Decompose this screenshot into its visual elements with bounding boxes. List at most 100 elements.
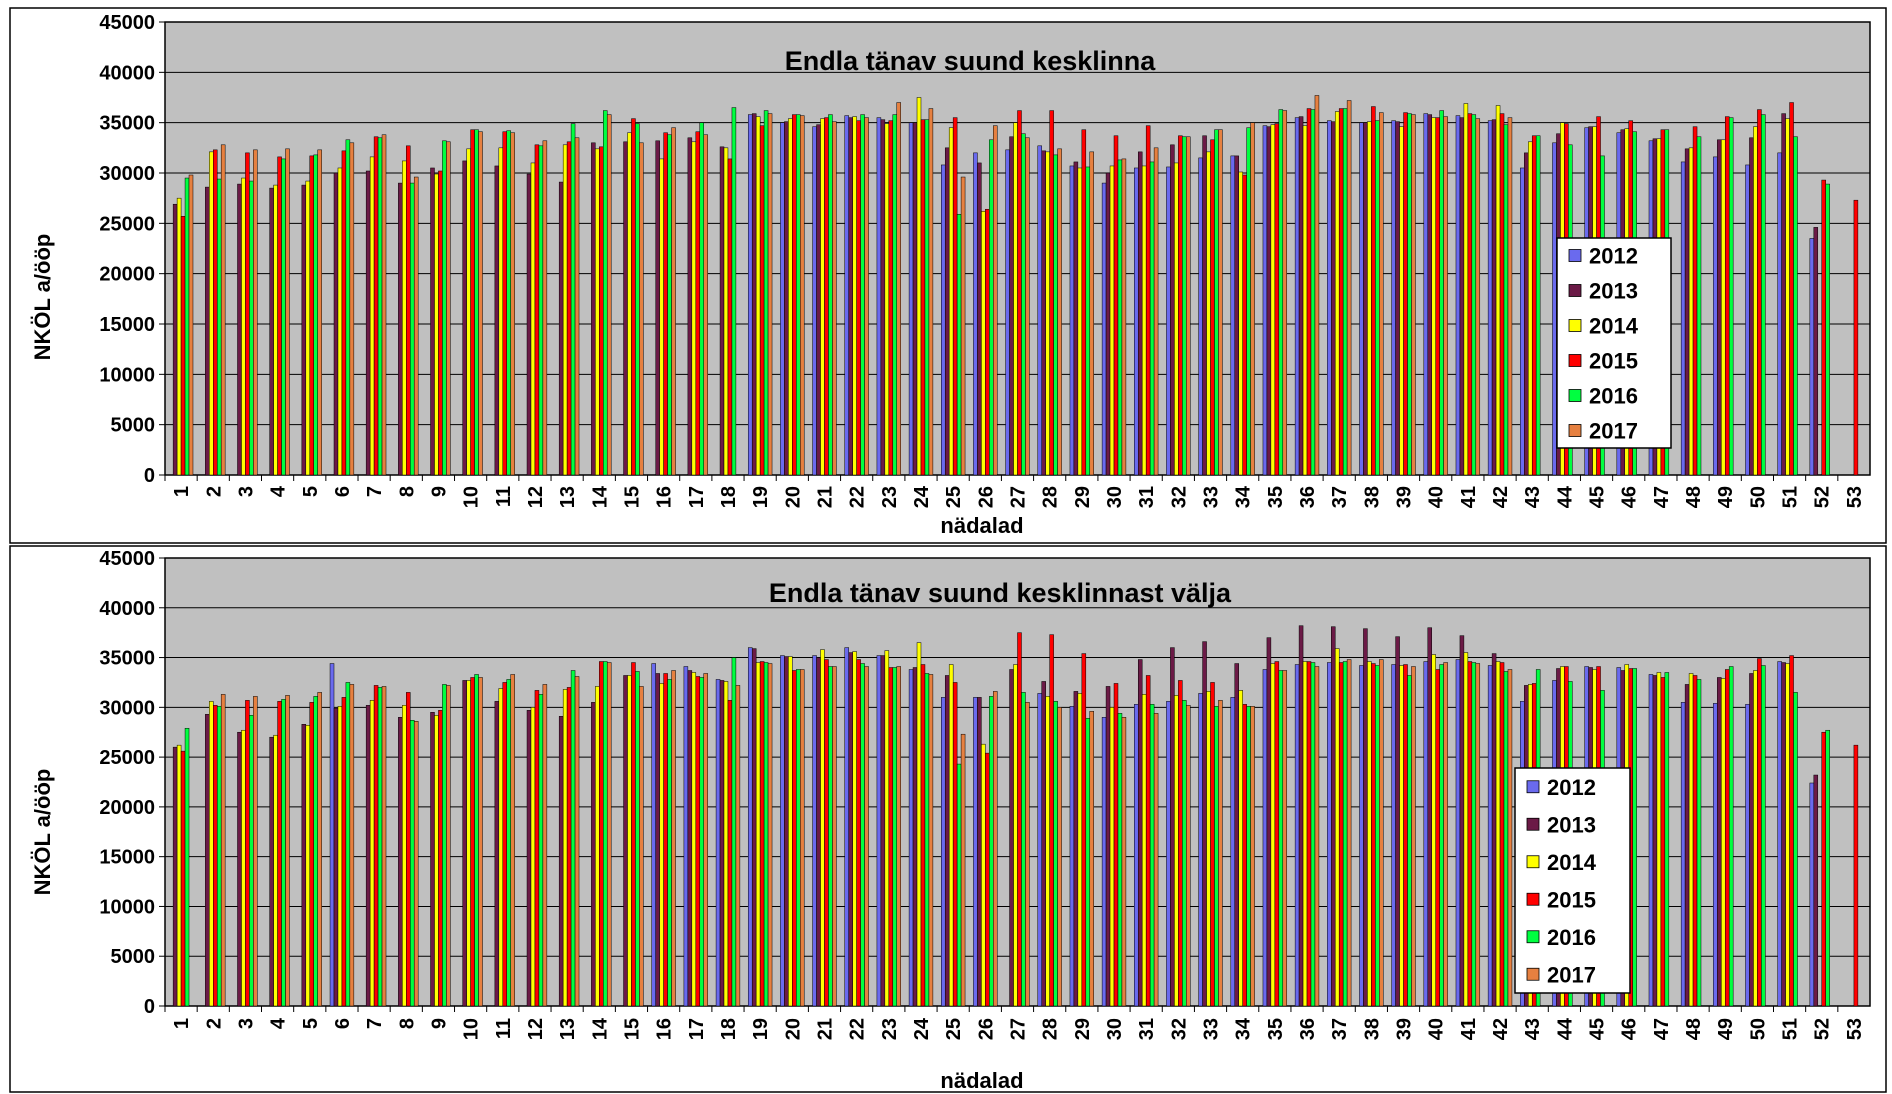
bar-2015-week-42: [1499, 113, 1505, 476]
y-tick-labels: 0 5000 10000 15000 20000 25000 30000 35000 40000…: [99, 12, 155, 487]
bar-2015-week-49: [1724, 116, 1730, 476]
bar-2012-week-29: [1069, 706, 1075, 1007]
bar-2015-week-2: [213, 705, 218, 1007]
bar-2017-week-14: [606, 662, 612, 1007]
bar-2012-week-37: [1327, 120, 1332, 476]
x-axis-label: nädalad: [940, 513, 1023, 538]
bar-2015-week-9: [438, 710, 443, 1007]
x-tick-label: 51: [1780, 1018, 1802, 1040]
bar-2014-week-40: [1431, 654, 1436, 1007]
bar-2017-week-41: [1475, 118, 1481, 476]
bar-2014-week-38: [1367, 661, 1372, 1007]
x-tick-label: 13: [557, 1018, 579, 1040]
bar-2013-week-42: [1491, 119, 1497, 476]
bar-2016-week-36: [1310, 109, 1316, 476]
x-tick-label: 42: [1490, 1018, 1512, 1040]
y-axis-label: NKÖL a/ööp: [30, 234, 55, 361]
x-tick-label: 16: [654, 1018, 676, 1040]
bar-2017-week-31: [1153, 147, 1159, 476]
x-tick-label: 2: [203, 1018, 225, 1029]
y-tick-label: 15000: [99, 847, 155, 869]
chart-title: Endla tänav suund kesklinna: [785, 46, 1157, 76]
chart-kesklinnast-valja: Endla tänav suund kesklinnast välja näda…: [9, 545, 1887, 1093]
bar-2017-week-11: [510, 132, 515, 476]
bar-2014-week-28: [1045, 151, 1050, 476]
bar-2012-week-28: [1037, 145, 1042, 476]
chart-kesklinna: Endla tänav suund kesklinna nädalad NKÖL…: [9, 7, 1887, 544]
x-tick-label: 17: [686, 486, 708, 508]
bar-2012-week-36: [1294, 117, 1300, 476]
bar-2017-week-22: [864, 117, 869, 476]
x-tick-label: 36: [1297, 1018, 1319, 1040]
x-tick-label: 18: [718, 1018, 740, 1040]
bar-2017-week-3: [253, 696, 258, 1007]
bar-2013-week-34: [1234, 155, 1239, 476]
bar-2014-week-43: [1528, 141, 1533, 476]
x-tick-label: 25: [943, 486, 965, 508]
bar-2013-week-51: [1781, 662, 1786, 1007]
bar-2015-week-5: [309, 702, 314, 1007]
bar-2017-week-3: [253, 149, 258, 476]
bar-2016-week-33: [1214, 129, 1219, 476]
bar-2013-week-9: [430, 167, 435, 476]
bar-2015-week-16: [663, 132, 668, 476]
legend-box: [1514, 767, 1631, 994]
bar-2014-week-9: [434, 173, 439, 476]
bar-2014-week-51: [1785, 663, 1790, 1007]
bar-2013-week-9: [430, 712, 435, 1007]
bar-2014-week-24: [916, 97, 922, 476]
bar-2012-week-19: [747, 114, 753, 476]
bar-2016-week-43: [1535, 135, 1541, 476]
bar-2013-week-5: [301, 184, 307, 476]
bar-2016-week-26: [989, 696, 994, 1007]
bar-2013-week-29: [1073, 691, 1079, 1007]
bar-2013-week-24: [912, 667, 918, 1007]
x-tick-label: 3: [235, 1018, 257, 1029]
bar-2017-week-2: [220, 144, 226, 476]
legend-swatch-2016: [1568, 389, 1582, 402]
y-tick-label: 35000: [99, 648, 155, 670]
bar-2014-week-50: [1753, 670, 1758, 1007]
bar-2017-week-24: [928, 674, 934, 1007]
bar-2014-week-4: [273, 734, 278, 1007]
bar-2015-week-42: [1499, 662, 1505, 1007]
bar-2012-week-37: [1327, 662, 1332, 1007]
x-tick-label: 20: [782, 1018, 804, 1040]
bar-2012-week-26: [973, 152, 978, 476]
bar-2014-week-17: [691, 672, 697, 1007]
bar-2017-week-25: [960, 176, 966, 476]
x-tick-label: 12: [525, 1018, 547, 1040]
bar-2013-week-22: [848, 117, 853, 476]
bar-2014-week-39: [1399, 126, 1404, 476]
bar-2013-week-24: [912, 122, 918, 476]
bar-2017-week-22: [864, 666, 869, 1007]
bar-2015-week-43: [1531, 135, 1537, 476]
bar-2013-week-41: [1459, 635, 1465, 1007]
bar-2015-week-39: [1403, 112, 1408, 476]
bar-2013-week-15: [623, 141, 628, 476]
x-tick-label: 31: [1136, 486, 1158, 508]
bar-2016-week-17: [699, 677, 704, 1007]
bar-2016-week-27: [1021, 133, 1026, 476]
bar-2016-week-38: [1375, 120, 1380, 476]
bar-2014-week-10: [466, 680, 471, 1007]
bar-2017-week-10: [478, 131, 483, 476]
bar-2013-week-11: [494, 701, 500, 1007]
bar-2016-week-5: [313, 696, 318, 1007]
x-tick-labels: 1 2 3 4 5 6 7 8 9 10 11 12 13 14 15 16 17 18 19 20 21 22 23 24 2…: [164, 1006, 1866, 1040]
bar-2014-week-20: [788, 656, 793, 1007]
bar-2012-week-39: [1391, 120, 1396, 476]
bar-2017-week-23: [896, 666, 901, 1007]
bar-2013-week-12: [526, 173, 532, 476]
bar-2015-week-40: [1435, 669, 1440, 1007]
bar-2013-week-7: [365, 705, 371, 1007]
x-tick-label: 19: [750, 1018, 772, 1040]
bar-2013-week-48: [1684, 684, 1690, 1007]
bar-2016-week-30: [1117, 713, 1123, 1007]
bar-2016-week-42: [1503, 124, 1509, 476]
bar-2013-week-31: [1137, 151, 1143, 476]
bar-2014-week-31: [1141, 694, 1147, 1007]
bar-2012-week-25: [941, 697, 946, 1007]
bar-2016-week-24: [924, 119, 930, 476]
legend-box: [1556, 237, 1672, 449]
